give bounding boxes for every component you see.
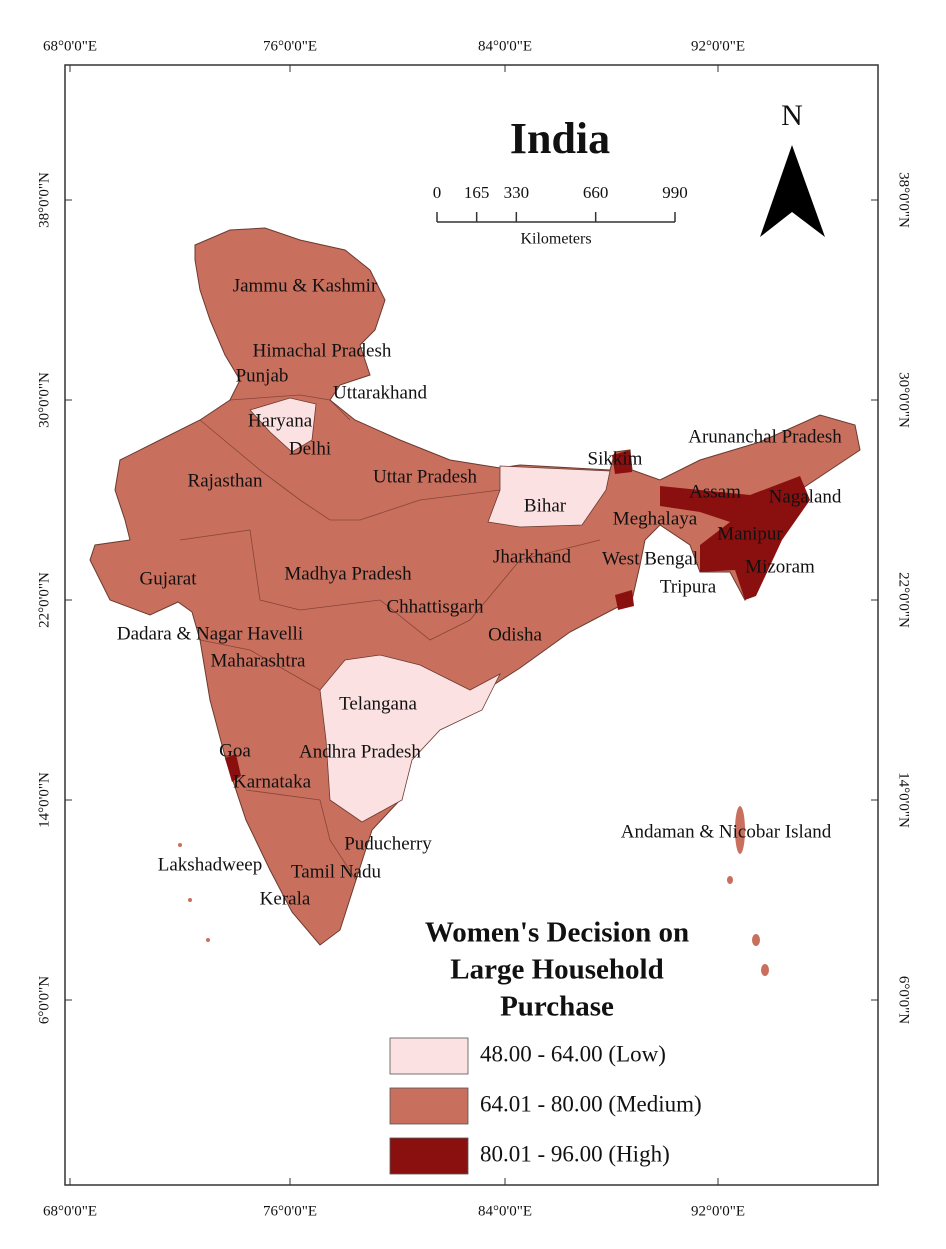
high-region-northeast <box>660 476 810 600</box>
island <box>188 898 192 902</box>
region-label: Maharashtra <box>211 650 307 671</box>
region-label: Rajasthan <box>188 470 263 491</box>
region-label: Sikkim <box>588 448 643 469</box>
region-label: Tripura <box>660 576 717 597</box>
region-label: Meghalaya <box>613 508 698 529</box>
region-label: Dadara & Nagar Havelli <box>117 623 303 644</box>
latitude-label: 6°0'0"N <box>896 976 912 1024</box>
island <box>206 938 210 942</box>
region-label: Chhattisgarh <box>386 596 484 617</box>
region-label: West Bengal <box>602 548 698 569</box>
longitude-label: 84°0'0"E <box>478 38 532 54</box>
scale-tick-label: 660 <box>583 183 609 202</box>
region-label: Puducherry <box>344 833 432 854</box>
legend-label: 48.00 - 64.00 (Low) <box>480 1041 666 1066</box>
region-label: Delhi <box>289 438 331 459</box>
state-border <box>229 394 351 421</box>
state-border <box>199 639 321 691</box>
longitude-label: 92°0'0"E <box>691 1203 745 1219</box>
island <box>752 934 760 946</box>
longitude-label: 92°0'0"E <box>691 38 745 54</box>
low-region-east <box>487 465 611 528</box>
north-arrow <box>760 145 825 237</box>
scale-tick-label: 0 <box>433 183 442 202</box>
map-title: India <box>510 114 610 163</box>
region-label: Manipur <box>717 523 783 544</box>
region-label: Haryana <box>248 410 313 431</box>
region-label: Kerala <box>260 888 311 909</box>
latitude-label: 22°0'0"N <box>36 572 52 628</box>
region-label: Arunanchal Pradesh <box>688 426 842 447</box>
region-label: Gujarat <box>140 568 198 589</box>
longitude-label: 76°0'0"E <box>263 1203 317 1219</box>
latitude-label: 30°0'0"N <box>896 372 912 428</box>
region-label: Uttar Pradesh <box>373 466 477 487</box>
region-label: Nagaland <box>769 486 842 507</box>
frame <box>64 64 879 1186</box>
region-shapes <box>89 227 861 976</box>
longitude-label: 84°0'0"E <box>478 1203 532 1219</box>
legend-label: 80.01 - 96.00 (High) <box>480 1141 670 1166</box>
region-label: Jammu & Kashmir <box>233 275 378 296</box>
region-label: Assam <box>689 481 741 502</box>
latitude-label: 14°0'0"N <box>36 772 52 828</box>
legend-title: Women's Decision on <box>425 917 689 949</box>
region-label: Jharkhand <box>493 546 572 567</box>
region-label: Uttarakhand <box>333 382 427 403</box>
scale-tick-label: 990 <box>662 183 688 202</box>
region-label: Karnataka <box>233 771 312 792</box>
low-region-north <box>249 397 317 453</box>
region-label: Himachal Pradesh <box>253 340 392 361</box>
region-label: Tamil Nadu <box>291 861 381 882</box>
legend-swatch <box>389 1037 469 1075</box>
high-region-bengal-coast <box>615 590 634 610</box>
north-label: N <box>781 99 803 132</box>
state-border <box>245 789 357 881</box>
region-label: Telangana <box>339 693 417 714</box>
latitude-label: 38°0'0"N <box>896 172 912 228</box>
island <box>727 876 733 884</box>
high-region-sikkim <box>612 450 632 474</box>
high-region-goa <box>225 754 241 782</box>
legend-title: Purchase <box>500 991 614 1023</box>
region-label: Madhya Pradesh <box>284 563 412 584</box>
scale-tick-label: 330 <box>504 183 530 202</box>
legend-swatch <box>389 1087 469 1125</box>
region-label: Odisha <box>488 624 542 645</box>
latitude-label: 6°0'0"N <box>36 976 52 1024</box>
region-label: Andhra Pradesh <box>299 741 421 762</box>
region-label: Mizoram <box>745 556 815 577</box>
legend-label: 64.01 - 80.00 (Medium) <box>480 1091 702 1116</box>
longitude-label: 68°0'0"E <box>43 38 97 54</box>
latitude-label: 30°0'0"N <box>36 372 52 428</box>
island <box>761 964 769 976</box>
latitude-label: 14°0'0"N <box>896 772 912 828</box>
state-border <box>199 419 501 521</box>
legend-title: Large Household <box>450 954 664 986</box>
region-label: Goa <box>219 740 251 761</box>
region-label: Punjab <box>236 365 289 386</box>
latitude-label: 22°0'0"N <box>896 572 912 628</box>
scale-unit: Kilometers <box>520 231 591 248</box>
region-label: Bihar <box>524 495 567 516</box>
island <box>735 806 745 854</box>
island <box>178 843 182 847</box>
longitude-label: 76°0'0"E <box>263 38 317 54</box>
state-border <box>179 529 601 641</box>
scale-tick-label: 165 <box>464 183 490 202</box>
low-region-south <box>319 654 501 823</box>
region-label: Lakshadweep <box>158 854 262 875</box>
region-label: Andaman & Nicobar Island <box>621 821 832 842</box>
longitude-label: 68°0'0"E <box>43 1203 97 1219</box>
latitude-label: 38°0'0"N <box>36 172 52 228</box>
legend-swatch <box>389 1137 469 1175</box>
